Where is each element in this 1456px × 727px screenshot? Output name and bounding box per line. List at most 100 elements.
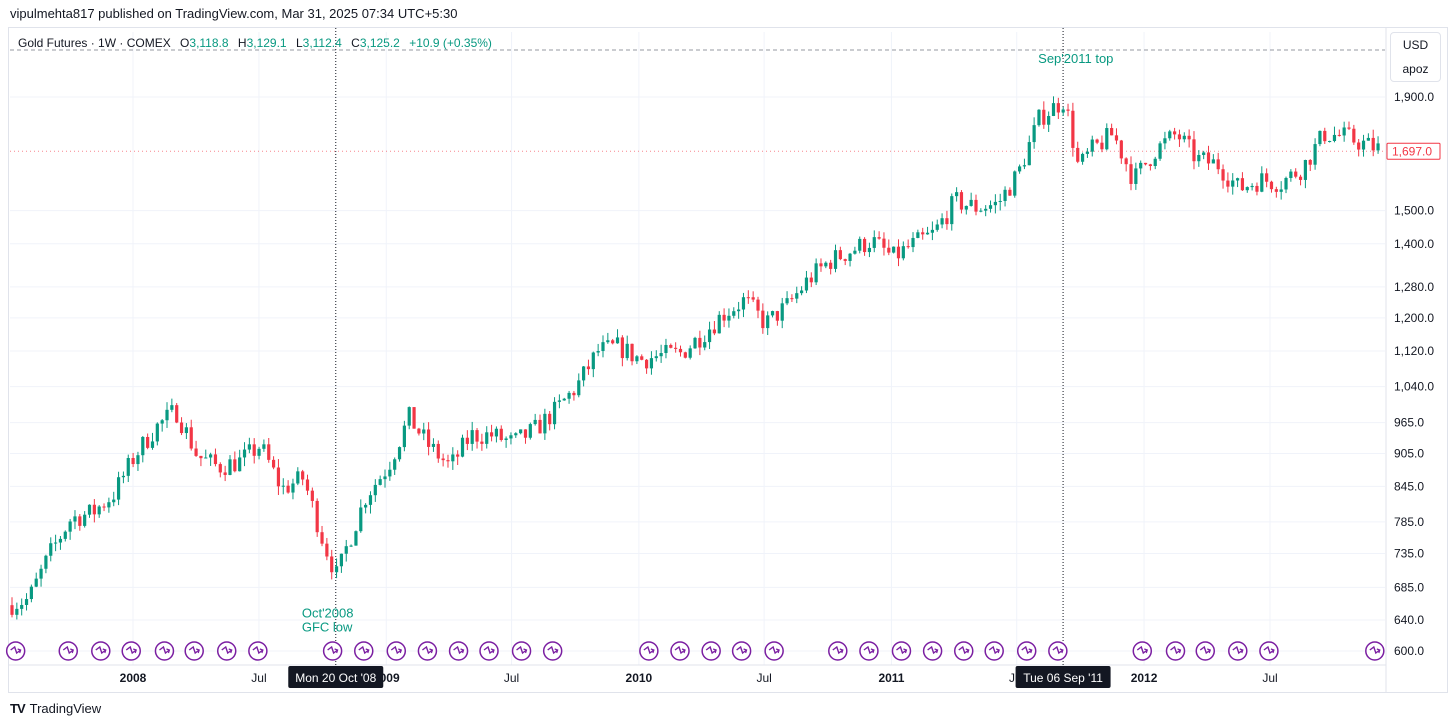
candle-body	[562, 398, 566, 401]
event-marker-icon[interactable]	[639, 641, 659, 661]
candle	[770, 310, 775, 318]
candle	[1250, 183, 1254, 191]
candle	[722, 308, 726, 328]
event-marker-icon[interactable]	[121, 641, 141, 661]
event-marker-icon[interactable]	[1365, 641, 1385, 661]
candle-body	[800, 290, 804, 294]
candle-body	[712, 329, 717, 334]
event-marker-icon[interactable]	[1259, 641, 1279, 661]
candle-body	[368, 495, 373, 505]
event-marker-icon[interactable]	[953, 641, 974, 661]
event-marker-icon[interactable]	[354, 641, 374, 661]
event-marker-icon[interactable]	[417, 641, 438, 661]
candle	[170, 398, 174, 413]
currency-label[interactable]: USD	[1402, 38, 1429, 52]
candle-body	[344, 546, 348, 554]
crosshair-date-label-bg	[288, 666, 384, 688]
event-marker-icon[interactable]	[731, 641, 752, 661]
candle-body	[848, 253, 852, 261]
event-marker-icon[interactable]	[1016, 641, 1037, 661]
candle-body	[1216, 159, 1220, 170]
event-marker-icon[interactable]	[154, 641, 175, 661]
candle	[693, 336, 697, 349]
candle	[436, 440, 440, 463]
event-marker-icon[interactable]	[1048, 641, 1068, 661]
event-marker-icon[interactable]	[91, 641, 111, 661]
candle-body	[126, 458, 130, 476]
candle-body	[969, 199, 973, 206]
unit-label[interactable]: apoz	[1402, 62, 1429, 76]
candle-body	[141, 436, 145, 456]
event-marker-icon[interactable]	[479, 641, 499, 661]
event-marker-icon[interactable]	[1228, 641, 1248, 661]
candle-body	[625, 343, 629, 359]
event-marker-icon[interactable]	[670, 641, 690, 661]
symbol-legend[interactable]: Gold Futures · 1W · COMEX O3,118.8 H3,12…	[18, 36, 492, 50]
candle	[683, 351, 687, 359]
candle	[175, 403, 179, 424]
candle	[557, 394, 561, 409]
chart-annotation: GFC low	[302, 619, 353, 634]
candle	[1182, 132, 1186, 143]
candle-body	[359, 507, 363, 532]
event-marker-icon[interactable]	[1132, 641, 1153, 661]
event-marker-icon[interactable]	[386, 641, 407, 661]
tradingview-brand[interactable]: TV TradingView	[10, 701, 101, 716]
candle-body	[998, 200, 1002, 202]
candle-body	[1371, 137, 1375, 151]
candle	[703, 335, 707, 351]
candle-body	[175, 405, 179, 423]
candle-body	[1274, 189, 1278, 192]
event-marker-icon[interactable]	[511, 641, 532, 661]
candle	[1051, 96, 1056, 117]
candle	[301, 469, 305, 486]
x-tick-label: 2010	[626, 671, 653, 685]
candle-body	[717, 314, 721, 334]
event-marker-icon[interactable]	[184, 641, 204, 661]
candle-body	[504, 438, 508, 441]
candle	[892, 246, 896, 254]
candle	[286, 480, 290, 494]
candle	[320, 525, 324, 547]
event-marker-icon[interactable]	[5, 641, 26, 661]
candle-body	[688, 348, 692, 358]
event-marker-icon[interactable]	[859, 641, 879, 661]
event-marker-icon[interactable]	[1165, 641, 1186, 661]
candle-body	[1090, 139, 1094, 152]
event-marker-icon[interactable]	[448, 641, 469, 661]
event-marker-icon[interactable]	[922, 641, 943, 661]
event-marker-icon[interactable]	[1195, 641, 1216, 661]
candle	[644, 359, 649, 374]
event-marker-icon[interactable]	[216, 641, 237, 661]
candle	[1119, 139, 1123, 164]
candle	[20, 598, 24, 616]
candle-body	[984, 208, 988, 211]
candle	[1284, 176, 1288, 194]
event-marker-icon[interactable]	[891, 641, 912, 661]
event-marker-icon[interactable]	[58, 641, 79, 661]
candle-body	[707, 329, 712, 343]
y-tick-label: 600.0	[1394, 644, 1424, 658]
event-marker-icon[interactable]	[828, 641, 848, 661]
chart-frame	[8, 27, 1448, 693]
candle	[1361, 134, 1366, 157]
candle	[969, 192, 973, 207]
candle	[1298, 174, 1303, 186]
candle	[659, 344, 663, 363]
candle	[296, 467, 300, 486]
candle	[630, 343, 634, 366]
event-marker-icon[interactable]	[701, 641, 721, 661]
candle	[24, 593, 29, 611]
candle	[950, 193, 954, 231]
event-marker-icon[interactable]	[542, 641, 563, 661]
candle-body	[320, 532, 324, 544]
candle	[1255, 182, 1259, 196]
event-marker-icon[interactable]	[984, 641, 1004, 661]
candle	[330, 549, 334, 580]
currency-unit-selector[interactable]: USD apoz	[1390, 32, 1441, 82]
event-marker-icon[interactable]	[248, 641, 268, 661]
event-marker-icon[interactable]	[764, 641, 784, 661]
candle	[126, 454, 130, 483]
event-marker-icon[interactable]	[322, 641, 343, 661]
